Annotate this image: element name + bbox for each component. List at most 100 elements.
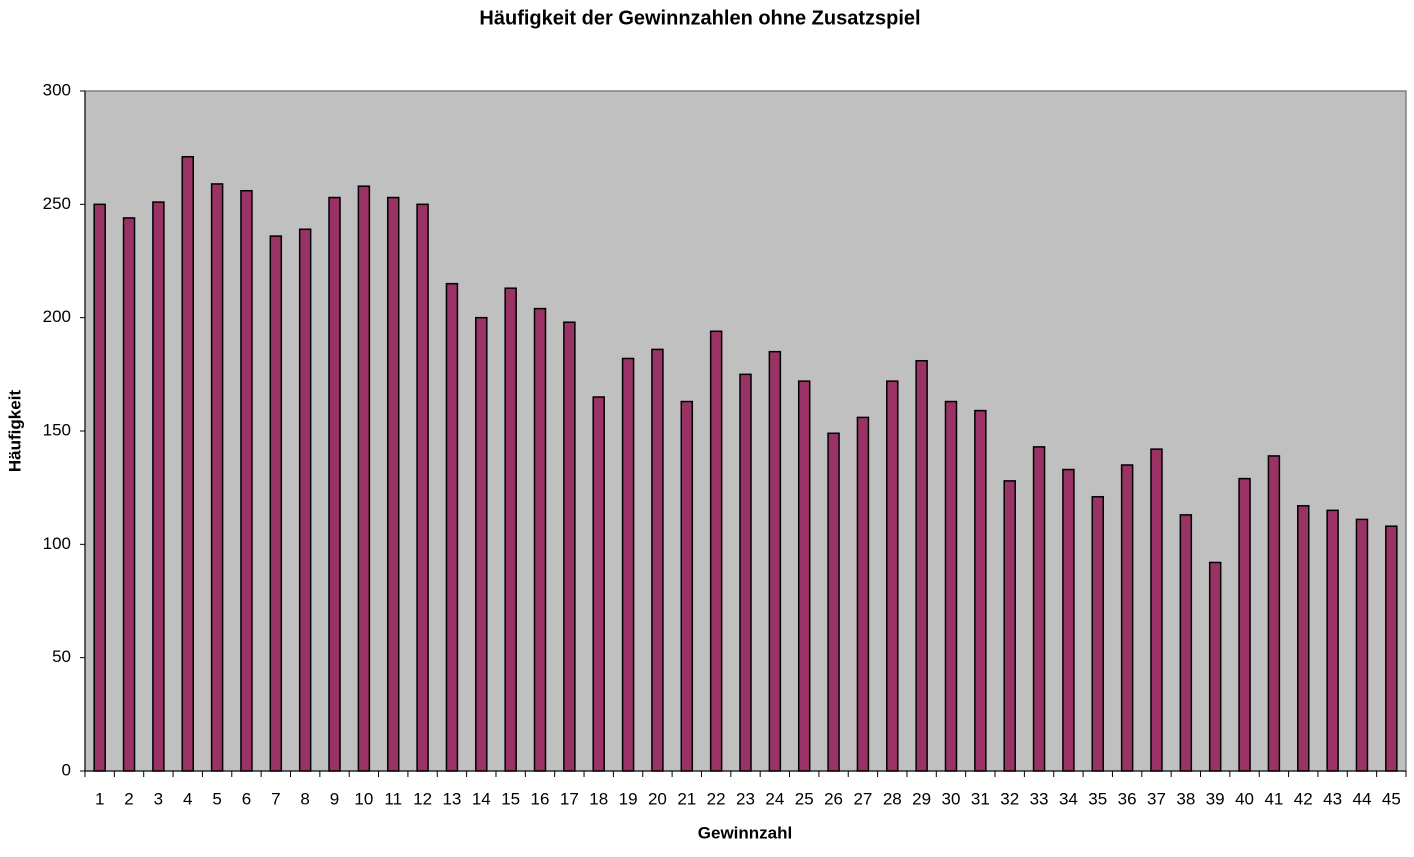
x-tick-label: 25 xyxy=(795,789,814,808)
bar xyxy=(680,400,694,772)
bar xyxy=(974,409,987,772)
x-tick-label: 19 xyxy=(619,789,638,808)
x-tick-label: 43 xyxy=(1323,789,1342,808)
bar xyxy=(1032,446,1046,772)
bar xyxy=(298,228,312,772)
bar xyxy=(445,282,459,772)
bar xyxy=(651,348,664,772)
bar xyxy=(504,287,517,772)
y-tick-label: 0 xyxy=(62,760,71,779)
x-tick-label: 18 xyxy=(589,789,608,808)
y-tick-label: 150 xyxy=(43,420,71,439)
bar xyxy=(563,321,576,772)
x-tick-label: 22 xyxy=(707,789,726,808)
x-tick-label: 32 xyxy=(1000,789,1019,808)
bar xyxy=(416,203,429,772)
x-tick-label: 2 xyxy=(124,789,133,808)
bar xyxy=(1208,561,1222,772)
bar xyxy=(93,203,106,772)
bar xyxy=(475,316,488,772)
bar xyxy=(856,416,870,772)
y-tick-label: 300 xyxy=(43,80,71,99)
x-tick-label: 21 xyxy=(677,789,696,808)
x-tick-label: 38 xyxy=(1176,789,1195,808)
x-tick-label: 41 xyxy=(1264,789,1283,808)
bar xyxy=(1267,455,1281,772)
bar xyxy=(181,155,194,772)
bar xyxy=(1150,448,1163,772)
bar xyxy=(592,396,605,772)
bar xyxy=(122,217,136,772)
bar xyxy=(915,359,928,772)
x-tick-label: 9 xyxy=(330,789,339,808)
bar xyxy=(886,380,899,772)
x-tick-label: 30 xyxy=(942,789,961,808)
bar xyxy=(240,189,253,772)
bar xyxy=(269,235,283,772)
bar xyxy=(152,201,165,772)
x-tick-label: 44 xyxy=(1353,789,1372,808)
bar xyxy=(386,196,400,772)
x-tick-label: 34 xyxy=(1059,789,1078,808)
bar xyxy=(827,432,840,772)
x-tick-label: 23 xyxy=(736,789,755,808)
bar xyxy=(739,373,752,772)
x-tick-label: 10 xyxy=(354,789,373,808)
x-tick-label: 13 xyxy=(442,789,461,808)
bar xyxy=(357,185,371,772)
x-tick-label: 7 xyxy=(271,789,280,808)
x-tick-label: 8 xyxy=(300,789,309,808)
bar xyxy=(1297,505,1310,772)
x-tick-label: 27 xyxy=(853,789,872,808)
bar xyxy=(1003,480,1016,772)
bar xyxy=(1062,468,1075,772)
x-tick-label: 12 xyxy=(413,789,432,808)
x-tick-label: 4 xyxy=(183,789,192,808)
x-tick-label: 6 xyxy=(242,789,251,808)
x-tick-label: 5 xyxy=(212,789,221,808)
x-tick-label: 37 xyxy=(1147,789,1166,808)
x-tick-label: 36 xyxy=(1118,789,1137,808)
x-tick-label: 16 xyxy=(531,789,550,808)
x-tick-label: 24 xyxy=(765,789,784,808)
y-tick-label: 200 xyxy=(43,307,71,326)
x-tick-label: 3 xyxy=(154,789,163,808)
x-axis-title: Gewinnzahl xyxy=(698,823,792,842)
x-tick-label: 15 xyxy=(501,789,520,808)
bar xyxy=(768,350,782,772)
bar xyxy=(797,380,811,772)
y-tick-label: 250 xyxy=(43,194,71,213)
chart-title: Häufigkeit der Gewinnzahlen ohne Zusatzs… xyxy=(479,7,920,29)
y-tick-label: 50 xyxy=(52,647,71,666)
x-tick-label: 1 xyxy=(95,789,104,808)
x-tick-label: 14 xyxy=(472,789,491,808)
x-tick-label: 17 xyxy=(560,789,579,808)
bar xyxy=(1091,495,1105,772)
x-tick-label: 20 xyxy=(648,789,667,808)
x-tick-label: 39 xyxy=(1206,789,1225,808)
bar xyxy=(1179,514,1193,772)
bar xyxy=(533,307,547,772)
bar xyxy=(1326,509,1339,772)
y-axis-title: Häufigkeit xyxy=(5,390,24,473)
bar xyxy=(328,196,341,772)
x-tick-label: 29 xyxy=(912,789,931,808)
bar xyxy=(1238,477,1251,772)
y-tick-label: 100 xyxy=(43,534,71,553)
x-tick-label: 42 xyxy=(1294,789,1313,808)
x-tick-label: 35 xyxy=(1088,789,1107,808)
x-tick-label: 28 xyxy=(883,789,902,808)
x-tick-label: 26 xyxy=(824,789,843,808)
x-tick-label: 31 xyxy=(971,789,990,808)
x-tick-label: 11 xyxy=(384,789,402,808)
bar xyxy=(944,400,958,772)
x-tick-label: 33 xyxy=(1030,789,1049,808)
bar xyxy=(1355,518,1369,772)
x-tick-label: 40 xyxy=(1235,789,1254,808)
bar xyxy=(709,330,723,772)
bar xyxy=(621,357,635,772)
bar xyxy=(1120,464,1134,772)
x-tick-label: 45 xyxy=(1382,789,1401,808)
bar xyxy=(1385,525,1398,772)
